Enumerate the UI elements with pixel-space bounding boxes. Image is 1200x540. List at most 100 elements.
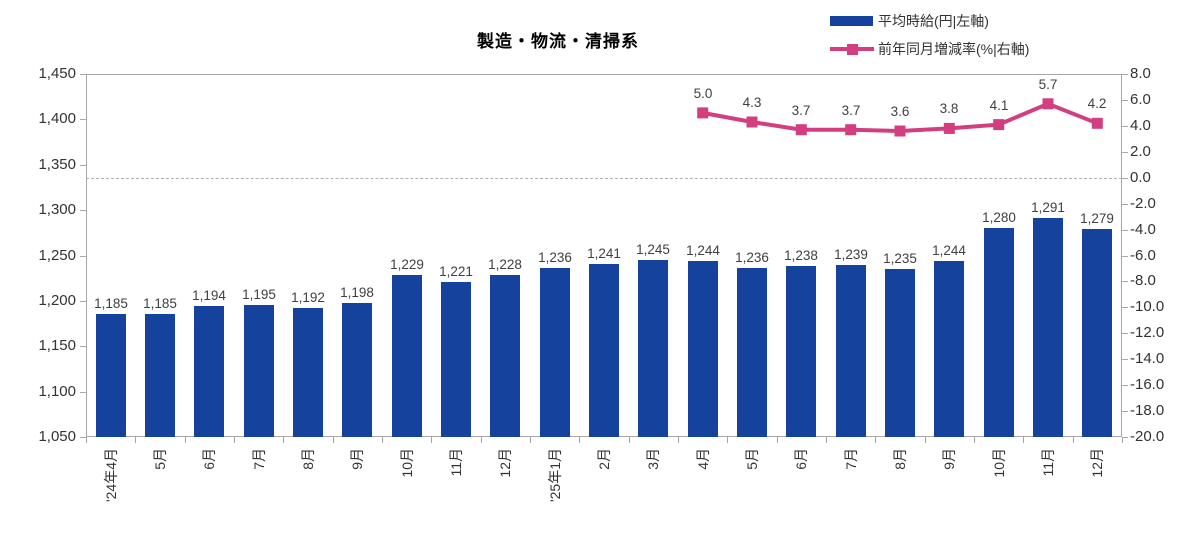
x-axis-label: 11月 [448,448,464,477]
line-value-label: 5.7 [1038,77,1058,92]
bar-value-label: 1,239 [834,247,868,262]
x-axis-tick [234,437,235,443]
bar-value-label: 1,195 [242,287,276,302]
bar [540,268,570,437]
bar [885,269,915,437]
legend-item-bar-series: 平均時給(円|左軸) [830,12,1029,30]
bar-value-label: 1,291 [1031,200,1065,215]
x-axis-label: 9月 [941,448,957,470]
y-axis-right-tick-label: -2.0 [1130,195,1156,212]
y-axis-right-tick [1122,359,1128,360]
x-axis-label: 5月 [152,448,168,470]
x-axis-label: '24年4月 [103,448,119,503]
bar-value-label: 1,241 [587,246,621,261]
x-axis-tick [185,437,186,443]
bar [490,275,520,437]
bar [194,306,224,437]
bar [96,314,126,437]
x-axis-tick [135,437,136,443]
chart-title: 製造・物流・清掃系 [477,32,639,51]
x-axis-label: 11月 [1040,448,1056,477]
bar [293,308,323,437]
y-axis-right-tick [1122,100,1128,101]
x-axis-tick [579,437,580,443]
y-axis-right-tick-label: 4.0 [1130,117,1151,134]
line-value-label: 3.6 [890,104,910,119]
bar [737,268,767,437]
x-axis-label: '25年1月 [547,448,563,503]
y-axis-right-tick [1122,281,1128,282]
bar [836,265,866,437]
y-axis-right-tick [1122,204,1128,205]
x-axis-tick [283,437,284,443]
x-axis-label: 7月 [843,448,859,470]
bar-value-label: 1,245 [636,242,670,257]
y-axis-right-tick-label: -6.0 [1130,247,1156,264]
bar [342,303,372,437]
bar-value-label: 1,221 [439,264,473,279]
bar-value-label: 1,192 [291,290,325,305]
line-value-label: 4.2 [1087,96,1107,111]
bar [1082,229,1112,437]
x-axis-label: 7月 [251,448,267,470]
x-axis-label: 6月 [793,448,809,470]
x-axis-label: 10月 [399,448,415,478]
x-axis-label: 9月 [349,448,365,470]
y-axis-left-tick-label: 1,400 [38,110,76,127]
y-axis-right-tick [1122,437,1128,438]
y-axis-left-tick [80,437,86,438]
bar-value-label: 1,236 [735,250,769,265]
x-axis-tick [678,437,679,443]
y-axis-left-tick-label: 1,150 [38,337,76,354]
y-axis-right-tick-label: 6.0 [1130,91,1151,108]
y-axis-left-tick [80,165,86,166]
y-axis-right-tick [1122,152,1128,153]
y-axis-left-tick-label: 1,050 [38,428,76,445]
x-axis-tick [1122,437,1123,443]
bar-value-label: 1,280 [982,210,1016,225]
legend: 平均時給(円|左軸) 前年同月増減率(%|右軸) [830,12,1029,58]
y-axis-right-tick-label: -14.0 [1130,350,1165,367]
legend-item-line-series: 前年同月増減率(%|右軸) [830,40,1029,58]
x-axis-tick [1073,437,1074,443]
y-axis-right-tick-label: 8.0 [1130,65,1151,82]
x-axis-tick [481,437,482,443]
x-axis-tick [974,437,975,443]
bar [786,266,816,437]
y-axis-right-tick [1122,256,1128,257]
x-axis-label: 8月 [892,448,908,470]
y-axis-right-tick [1122,178,1128,179]
y-axis-right-tick-label: -4.0 [1130,221,1156,238]
x-axis-tick [826,437,827,443]
line-value-label: 3.7 [791,103,811,118]
x-axis-label: 12月 [497,448,513,478]
bar-value-label: 1,198 [340,285,374,300]
zero-gridline [86,178,1122,179]
x-axis-tick [727,437,728,443]
y-axis-right-tick [1122,385,1128,386]
y-axis-left-tick [80,346,86,347]
y-axis-right-tick-label: -10.0 [1130,298,1165,315]
legend-label-line-series: 前年同月増減率(%|右軸) [878,41,1030,57]
y-axis-right-tick [1122,307,1128,308]
bar-value-label: 1,236 [538,250,572,265]
bar-value-label: 1,238 [784,248,818,263]
y-axis-left-tick-label: 1,350 [38,156,76,173]
bar-value-label: 1,235 [883,251,917,266]
y-axis-left-tick [80,210,86,211]
line-value-label: 4.1 [989,98,1009,113]
y-axis-right-tick-label: -20.0 [1130,428,1165,445]
y-axis-right-tick [1122,126,1128,127]
x-axis-label: 3月 [645,448,661,470]
bar [688,261,718,437]
bar [638,260,668,437]
x-axis-tick [382,437,383,443]
y-axis-right-tick-label: -16.0 [1130,376,1165,393]
y-axis-right-tick-label: -12.0 [1130,324,1165,341]
bar [984,228,1014,437]
x-axis-label: 2月 [596,448,612,470]
x-axis-tick [86,437,87,443]
line-series-swatch-icon [830,43,874,55]
x-axis-label: 5月 [744,448,760,470]
